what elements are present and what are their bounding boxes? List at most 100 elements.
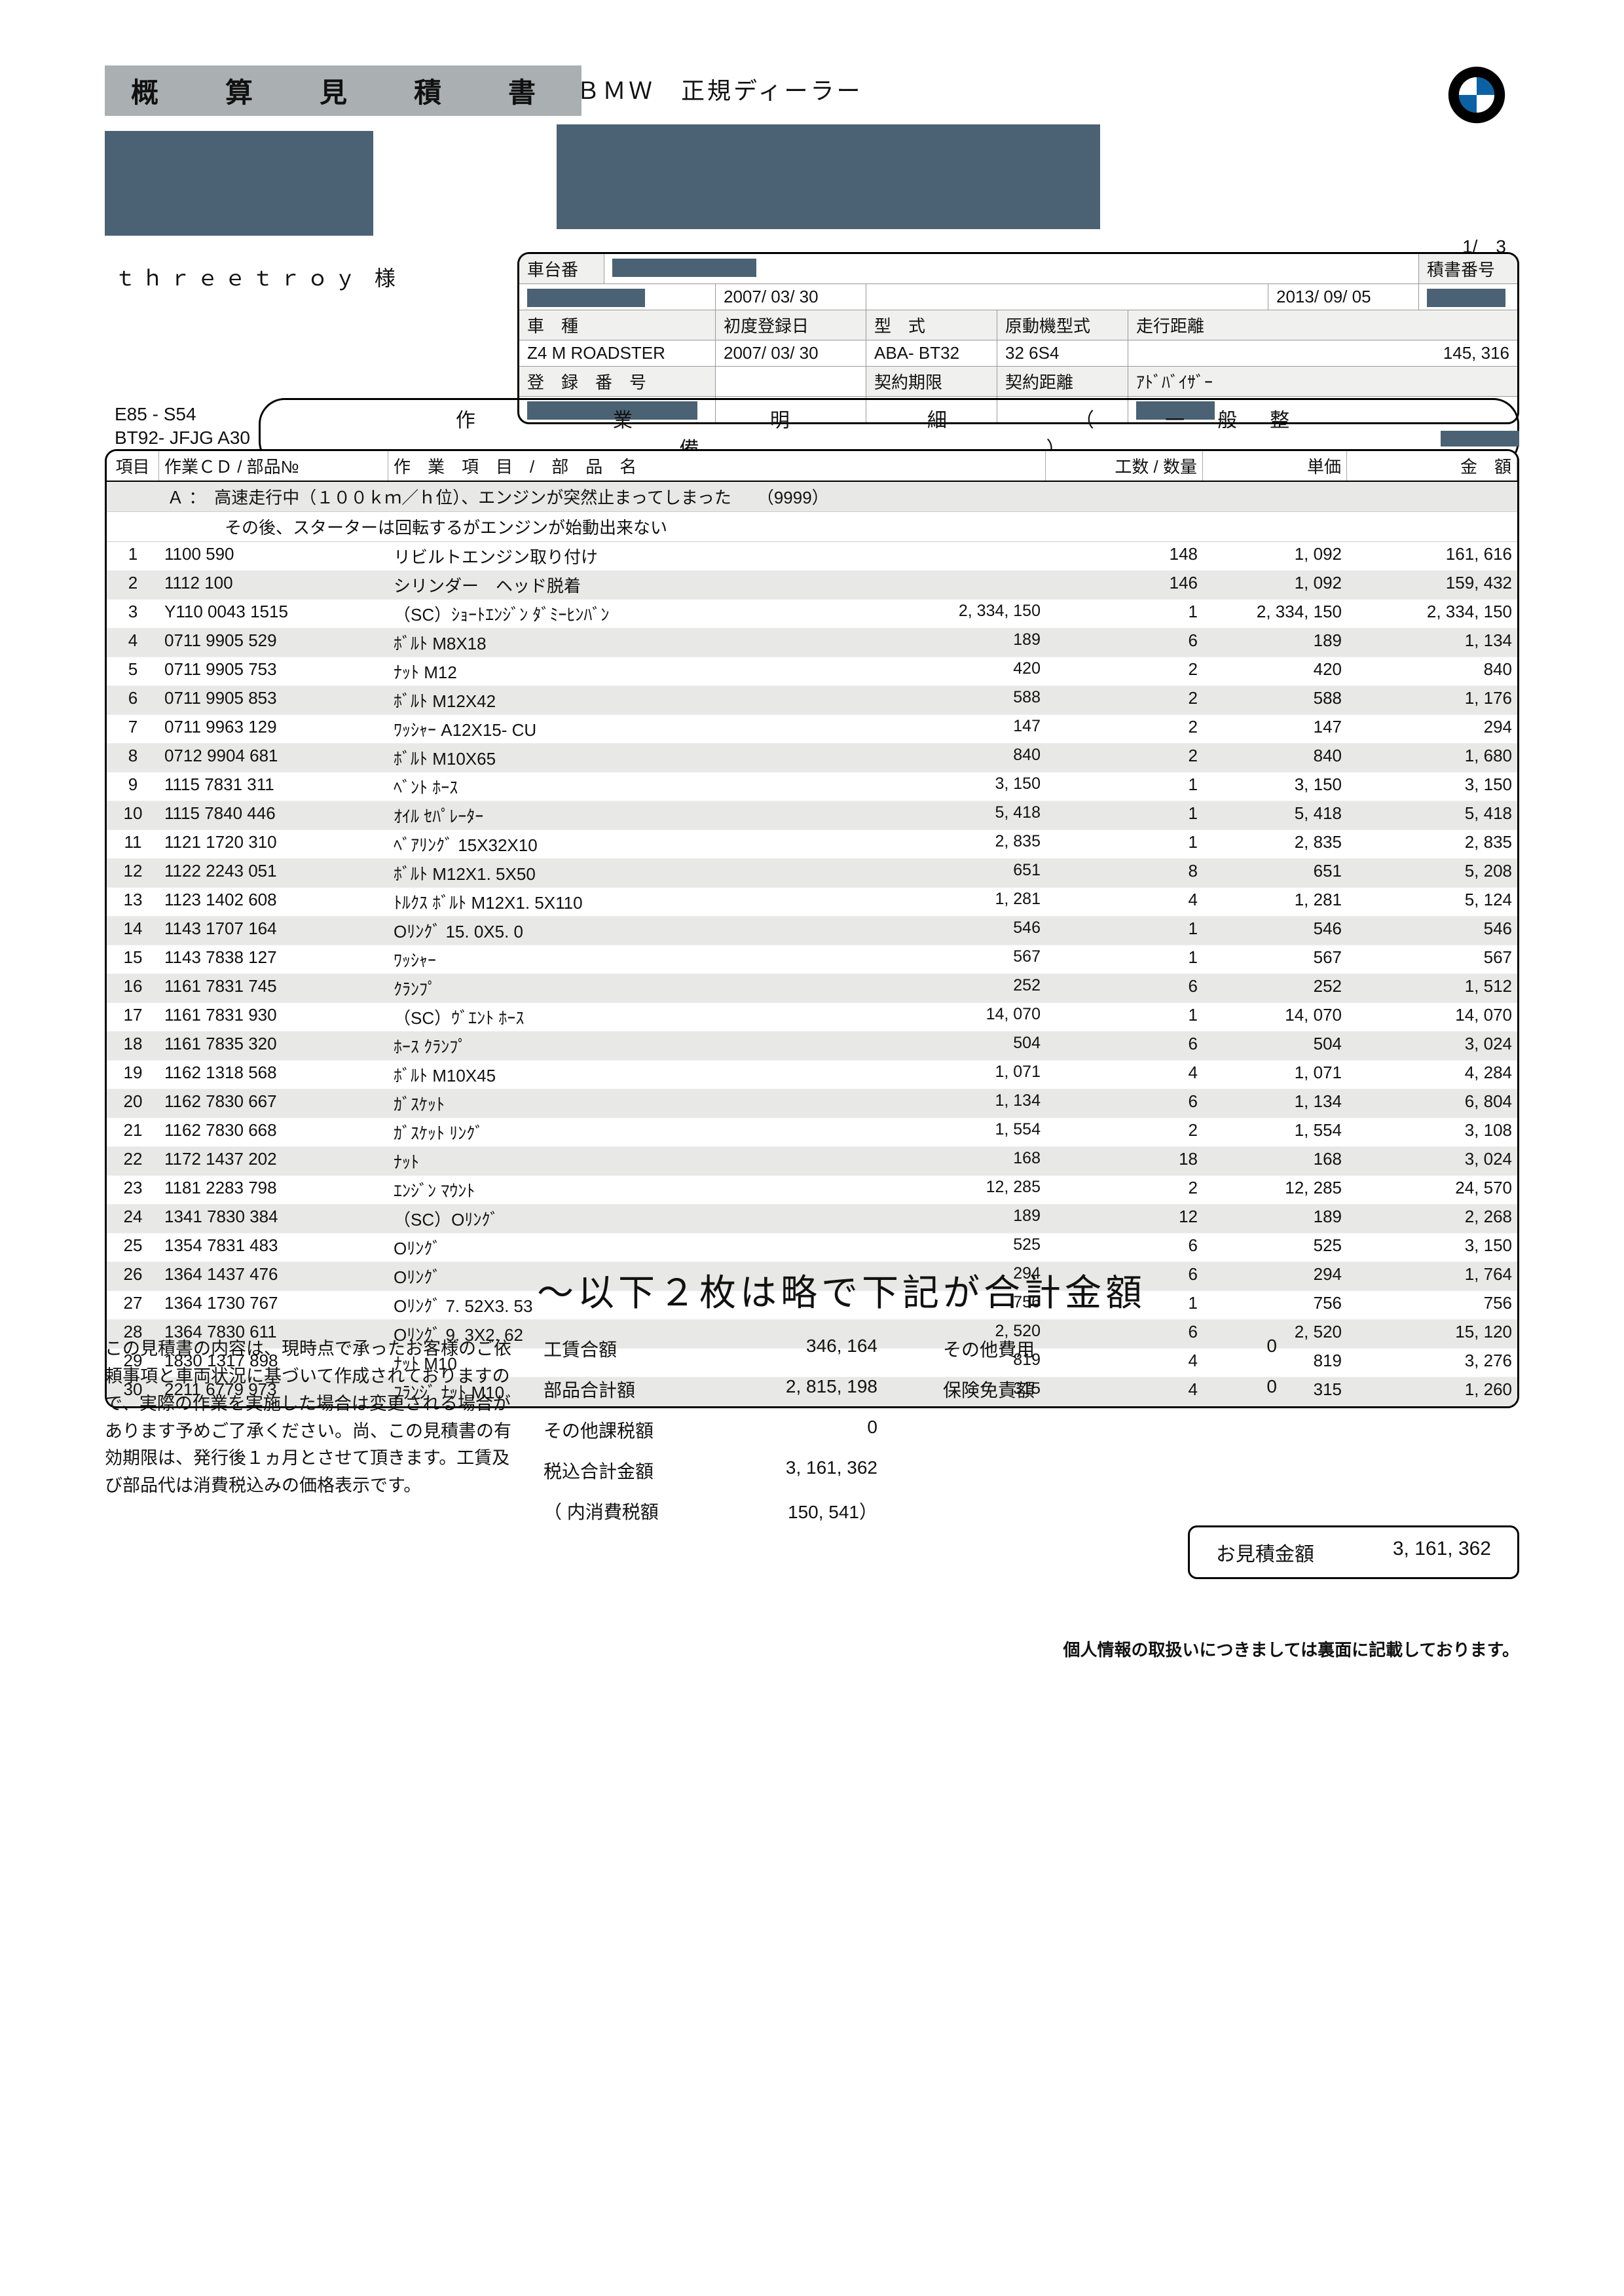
other-cost-val: 0: [1094, 1336, 1277, 1362]
table-row: 111121 1720 310ﾍﾞｱﾘﾝｸﾞ 15X32X102, 83512,…: [107, 830, 1517, 859]
redacted-dealer-info: [557, 124, 1100, 229]
row-unit: 651: [1203, 859, 1347, 887]
row-extra: 1, 071: [896, 1063, 1041, 1087]
model-val: ABA- BT32: [866, 340, 997, 366]
row-qty: 2: [1046, 1176, 1203, 1204]
row-name: ｵｲﾙ ｾﾊﾟﾚｰﾀｰ: [394, 803, 896, 828]
type-val: Z4 M ROADSTER: [519, 340, 716, 366]
row-amt: 2, 334, 150: [1347, 600, 1517, 628]
row-extra: 168: [896, 1149, 1041, 1173]
row-unit: 14, 070: [1203, 1003, 1347, 1031]
table-row: 70711 9963 129ﾜｯｼｬｰ A12X15- CU1472147294: [107, 715, 1517, 744]
row-code: 1143 7838 127: [159, 945, 388, 974]
tax-incl-val: 3, 161, 362: [694, 1457, 877, 1484]
row-qty: 146: [1046, 571, 1203, 599]
row-code: 1162 1318 568: [159, 1061, 388, 1089]
row-code: 1100 590: [159, 542, 388, 570]
row-code: 1121 1720 310: [159, 830, 388, 858]
row-amt: 3, 276: [1347, 1349, 1517, 1377]
row-no: 24: [107, 1205, 159, 1233]
row-code: 0711 9905 853: [159, 686, 388, 714]
bmw-logo: [1447, 65, 1506, 124]
customer-name: ｔｈｒｅｅｔｒｏｙ 様: [115, 262, 402, 292]
row-no: 1: [107, 542, 159, 570]
row-name: （SC）ｳﾞｴﾝﾄ ﾎｰｽ: [394, 1005, 896, 1029]
other-tax-label: その他課税額: [544, 1417, 694, 1443]
row-qty: 2: [1046, 686, 1203, 714]
table-row: 161161 7831 745ｸﾗﾝﾌﾟ25262521, 512: [107, 974, 1517, 1003]
row-amt: 5, 124: [1347, 888, 1517, 916]
row-unit: 567: [1203, 945, 1347, 974]
row-extra: 420: [896, 659, 1041, 683]
parts-label: 部品合計額: [544, 1376, 694, 1402]
row-amt: 14, 070: [1347, 1003, 1517, 1031]
row-code: 1354 7831 483: [159, 1233, 388, 1262]
row-code: 1161 7831 930: [159, 1003, 388, 1031]
row-amt: 5, 418: [1347, 801, 1517, 829]
row-unit: 5, 418: [1203, 801, 1347, 829]
row-amt: 6, 804: [1347, 1089, 1517, 1118]
row-amt: 1, 512: [1347, 974, 1517, 1002]
advisor-hdr: ｱﾄﾞﾊﾞｲｻﾞｰ: [1128, 367, 1517, 396]
row-no: 22: [107, 1147, 159, 1175]
row-amt: 24, 570: [1347, 1176, 1517, 1204]
row-amt: 294: [1347, 715, 1517, 743]
row-amt: 5, 208: [1347, 859, 1517, 887]
row-no: 8: [107, 744, 159, 772]
row-qty: 12: [1046, 1205, 1203, 1233]
dealer-label: ＢＭＷ 正規ディーラー: [576, 72, 862, 106]
date1: 2007/ 03/ 30: [716, 284, 866, 310]
row-no: 7: [107, 715, 159, 743]
row-unit: 588: [1203, 686, 1347, 714]
row-no: 3: [107, 600, 159, 628]
row-name: ﾎﾞﾙﾄ M8X18: [394, 630, 896, 655]
row-code: 1115 7840 446: [159, 801, 388, 829]
row-amt: 840: [1347, 657, 1517, 685]
row-no: 12: [107, 859, 159, 887]
model-hdr: 型 式: [866, 310, 997, 340]
row-qty: 1: [1046, 773, 1203, 801]
row-code: 1172 1437 202: [159, 1147, 388, 1175]
row-no: 16: [107, 974, 159, 1002]
row-unit: 2, 835: [1203, 830, 1347, 858]
row-name: ﾎﾞﾙﾄ M10X45: [394, 1063, 896, 1087]
table-row: 201162 7830 667ｶﾞｽｹｯﾄ1, 13461, 1346, 804: [107, 1089, 1517, 1118]
table-row: 211162 7830 668ｶﾞｽｹｯﾄ ﾘﾝｸﾞ1, 55421, 5543…: [107, 1118, 1517, 1147]
row-no: 14: [107, 917, 159, 945]
row-qty: 148: [1046, 542, 1203, 570]
row-extra: 567: [896, 947, 1041, 972]
privacy-footer: 個人情報の取扱いにつきましては裏面に記載しております。: [1063, 1637, 1519, 1661]
table-row: 3Y110 0043 1515（SC）ｼｮｰﾄｴﾝｼﾞﾝ ﾀﾞﾐｰﾋﾝﾊﾞﾝ2,…: [107, 600, 1517, 629]
row-unit: 756: [1203, 1291, 1347, 1319]
doc-no-label: 積書番号: [1419, 254, 1517, 283]
table-row: 181161 7835 320ﾎｰｽ ｸﾗﾝﾌﾟ50465043, 024: [107, 1032, 1517, 1061]
row-name: ﾜｯｼｬｰ: [394, 947, 896, 972]
row-code: 1341 7830 384: [159, 1205, 388, 1233]
row-code: 1162 7830 668: [159, 1118, 388, 1146]
engine-hdr: 原動機型式: [997, 310, 1128, 340]
row-code: 0712 9904 681: [159, 744, 388, 772]
disclaimer-note: この見積書の内容は、現時点で承ったお客様のご依頼事項と車両状況に基づいて作成され…: [105, 1336, 524, 1500]
row-amt: 3, 024: [1347, 1147, 1517, 1175]
row-extra: 546: [896, 919, 1041, 943]
row-qty: 1: [1046, 830, 1203, 858]
row-amt: 546: [1347, 917, 1517, 945]
row-qty: 2: [1046, 715, 1203, 743]
row-extra: 12, 285: [896, 1178, 1041, 1202]
row-name: （SC）Oﾘﾝｸﾞ: [394, 1207, 896, 1231]
row-name: Oﾘﾝｸﾞ 15. 0X5. 0: [394, 919, 896, 943]
row-amt: 1, 764: [1347, 1262, 1517, 1290]
row-code: 1161 7831 745: [159, 974, 388, 1002]
row-amt: 3, 150: [1347, 773, 1517, 801]
row-code: 1123 1402 608: [159, 888, 388, 916]
table-row: 101115 7840 446ｵｲﾙ ｾﾊﾟﾚｰﾀｰ5, 41815, 4185…: [107, 801, 1517, 830]
row-extra: 525: [896, 1235, 1041, 1260]
row-amt: 3, 108: [1347, 1118, 1517, 1146]
row-qty: 6: [1046, 974, 1203, 1002]
row-extra: 840: [896, 746, 1041, 770]
row-name: ｴﾝｼﾞﾝ ﾏｳﾝﾄ: [394, 1178, 896, 1202]
table-row: 141143 1707 164Oﾘﾝｸﾞ 15. 0X5. 0546154654…: [107, 917, 1517, 945]
row-name: シリンダー ヘッド脱着: [394, 573, 896, 597]
row-unit: 168: [1203, 1147, 1347, 1175]
totals-right: その他費用0 保険免責額0: [943, 1336, 1277, 1417]
